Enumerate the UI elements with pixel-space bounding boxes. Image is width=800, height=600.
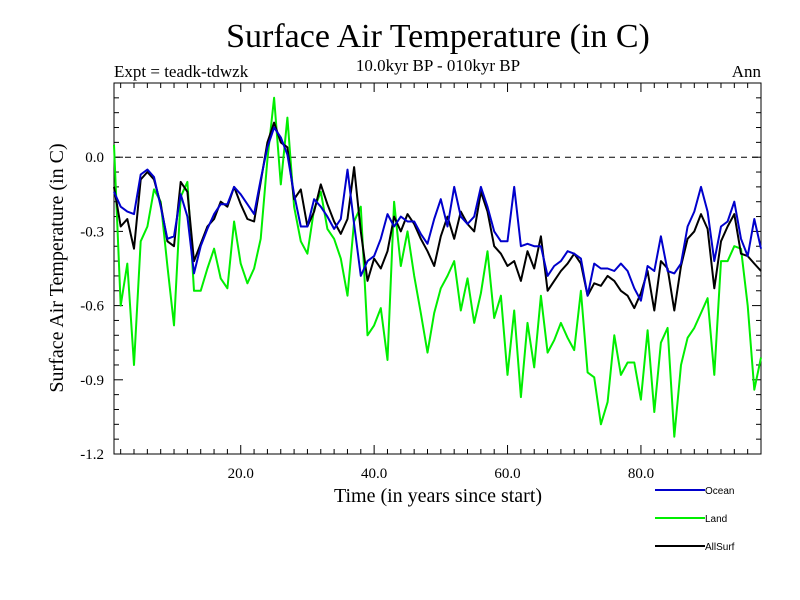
legend-label-land: Land xyxy=(705,514,727,525)
y-tick-label: -0.3 xyxy=(80,224,104,240)
y-axis-label: Surface Air Temperature (in C) xyxy=(46,143,68,392)
experiment-label: Expt = teadk-tdwzk xyxy=(114,62,249,81)
legend: Ocean Land AllSurf xyxy=(655,486,735,553)
y-tick-label: -0.6 xyxy=(80,299,104,315)
legend-label-ocean: Ocean xyxy=(705,486,734,497)
x-tick-label: 40.0 xyxy=(361,466,387,482)
y-tick-label: -0.9 xyxy=(80,373,104,389)
chart-title: Surface Air Temperature (in C) xyxy=(226,18,650,55)
series-lines xyxy=(113,96,762,438)
y-tick-label: 0.0 xyxy=(85,150,104,166)
period-label: Ann xyxy=(732,62,762,81)
x-axis-label: Time (in years since start) xyxy=(334,485,542,507)
plot-frame xyxy=(113,82,762,455)
series-line-land xyxy=(113,96,762,438)
y-tick-label: -1.2 xyxy=(80,447,104,463)
series-line-allsurf xyxy=(113,121,762,312)
series-line-ocean xyxy=(113,126,762,302)
x-tick-label: 60.0 xyxy=(494,466,520,482)
chart-subtitle: 10.0kyr BP - 010kyr BP xyxy=(356,56,520,75)
legend-label-allsurf: AllSurf xyxy=(705,542,735,553)
x-tick-label: 80.0 xyxy=(628,466,654,482)
x-tick-label: 20.0 xyxy=(228,466,254,482)
